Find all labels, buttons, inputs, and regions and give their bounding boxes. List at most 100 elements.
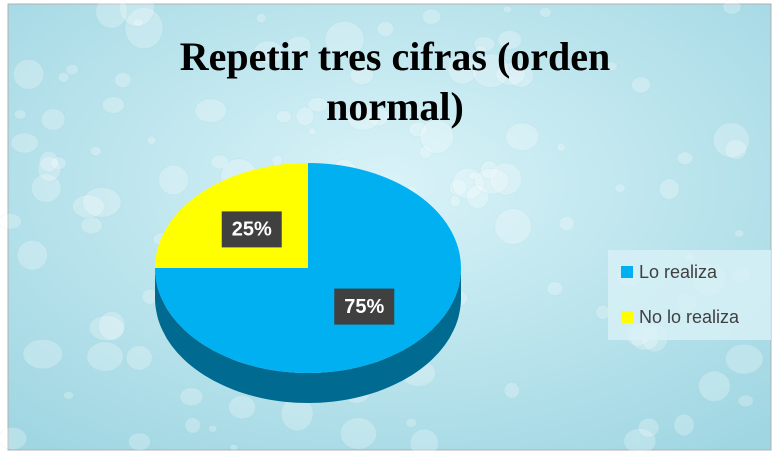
drop (673, 413, 695, 437)
drop (132, 18, 145, 27)
drop (252, 40, 284, 65)
drop (101, 96, 126, 114)
drop (409, 428, 439, 453)
data-label-bg (221, 211, 282, 248)
drop (595, 304, 611, 320)
drop (737, 394, 754, 408)
drop (40, 108, 66, 131)
drop (722, 0, 742, 15)
drop (676, 151, 694, 166)
drop (546, 281, 564, 297)
drop (81, 186, 122, 218)
drop (623, 427, 657, 453)
drop (179, 387, 204, 407)
chart-title: Repetir tres cifras (orden normal) (179, 34, 611, 129)
drop (229, 443, 239, 451)
drop (712, 122, 751, 159)
drop (50, 156, 67, 170)
drop (495, 62, 527, 87)
legend-swatch (621, 266, 633, 278)
drop (538, 6, 553, 19)
drop (555, 142, 566, 152)
drop (505, 122, 540, 152)
drop (0, 426, 28, 451)
drop (734, 228, 745, 238)
drop (119, 0, 156, 27)
drop (97, 310, 126, 342)
drop (12, 58, 45, 90)
drop (295, 106, 315, 127)
drop (603, 61, 618, 72)
drop (88, 314, 125, 342)
drop (127, 432, 152, 451)
drop (697, 370, 731, 403)
drop (448, 178, 468, 197)
drop (367, 106, 390, 127)
drop (421, 8, 442, 25)
data-label: 75% (344, 296, 384, 318)
drop (558, 215, 575, 232)
drop (502, 5, 513, 14)
drop (473, 35, 496, 53)
drop (471, 53, 510, 89)
drop (376, 20, 395, 38)
drop (489, 162, 523, 196)
drop (275, 110, 293, 124)
drop (614, 183, 626, 193)
drop (146, 135, 157, 146)
drop (65, 63, 79, 76)
legend-label: Lo realiza (639, 262, 718, 282)
drop (405, 417, 418, 428)
drop (507, 63, 535, 88)
drop (474, 45, 487, 55)
drop (465, 184, 490, 210)
drop (184, 417, 202, 434)
drop (37, 156, 62, 183)
drop (125, 344, 153, 371)
drop (30, 173, 62, 204)
drop (113, 71, 132, 89)
drop (80, 216, 103, 235)
legend-bg (608, 250, 771, 340)
drop (16, 239, 49, 271)
drop (57, 71, 70, 84)
drop (86, 341, 124, 372)
drop (419, 119, 455, 155)
drop (473, 167, 510, 195)
drop (479, 159, 499, 180)
drop (95, 0, 129, 29)
drop (630, 76, 651, 94)
legend-label: No lo realiza (639, 307, 740, 327)
drop (637, 417, 660, 438)
pie-side (155, 268, 461, 403)
drop (449, 194, 462, 208)
drop (724, 139, 748, 161)
drop (306, 96, 329, 113)
drop (210, 154, 230, 170)
data-label-bg (334, 288, 395, 325)
drop (10, 132, 39, 154)
legend-swatch (621, 311, 633, 323)
drop (13, 108, 27, 120)
drop (467, 171, 480, 181)
drop (208, 424, 218, 433)
drop (255, 12, 267, 24)
drop (503, 381, 521, 399)
drop (124, 6, 164, 50)
drop (658, 178, 680, 200)
drop (286, 35, 312, 57)
drop (324, 20, 365, 58)
data-label: 25% (232, 219, 272, 241)
drop (38, 150, 59, 173)
drop (22, 338, 64, 370)
drop (0, 212, 22, 230)
drop (339, 417, 378, 450)
drop (71, 194, 106, 219)
drop (89, 145, 102, 157)
drop (307, 127, 317, 136)
drop (349, 65, 374, 86)
drop (228, 395, 257, 420)
drop (418, 145, 433, 160)
